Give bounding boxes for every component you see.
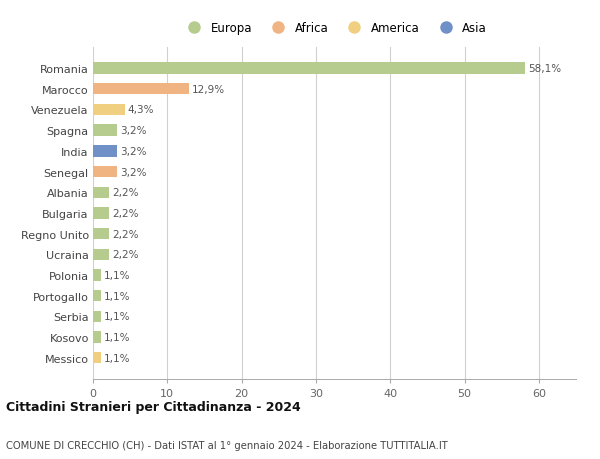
Bar — [93, 332, 101, 343]
Bar — [93, 84, 189, 95]
Bar — [93, 249, 109, 260]
Text: 1,1%: 1,1% — [104, 270, 131, 280]
Bar — [93, 311, 101, 322]
Bar — [93, 125, 117, 136]
Text: Cittadini Stranieri per Cittadinanza - 2024: Cittadini Stranieri per Cittadinanza - 2… — [6, 400, 301, 413]
Bar — [93, 187, 109, 198]
Text: 3,2%: 3,2% — [120, 167, 146, 177]
Text: 12,9%: 12,9% — [192, 84, 225, 95]
Text: 1,1%: 1,1% — [104, 353, 131, 363]
Text: COMUNE DI CRECCHIO (CH) - Dati ISTAT al 1° gennaio 2024 - Elaborazione TUTTITALI: COMUNE DI CRECCHIO (CH) - Dati ISTAT al … — [6, 440, 448, 450]
Text: 2,2%: 2,2% — [112, 250, 139, 260]
Text: 3,2%: 3,2% — [120, 126, 146, 136]
Text: 1,1%: 1,1% — [104, 332, 131, 342]
Text: 2,2%: 2,2% — [112, 208, 139, 218]
Text: 4,3%: 4,3% — [128, 105, 154, 115]
Text: 3,2%: 3,2% — [120, 146, 146, 157]
Legend: Europa, Africa, America, Asia: Europa, Africa, America, Asia — [178, 18, 491, 40]
Text: 1,1%: 1,1% — [104, 312, 131, 322]
Text: 1,1%: 1,1% — [104, 291, 131, 301]
Bar — [93, 63, 525, 74]
Bar — [93, 270, 101, 281]
Bar — [93, 105, 125, 116]
Bar — [93, 229, 109, 240]
Bar — [93, 167, 117, 178]
Text: 2,2%: 2,2% — [112, 229, 139, 239]
Bar — [93, 291, 101, 302]
Bar — [93, 208, 109, 219]
Bar — [93, 353, 101, 364]
Bar — [93, 146, 117, 157]
Text: 2,2%: 2,2% — [112, 188, 139, 198]
Text: 58,1%: 58,1% — [528, 64, 561, 74]
